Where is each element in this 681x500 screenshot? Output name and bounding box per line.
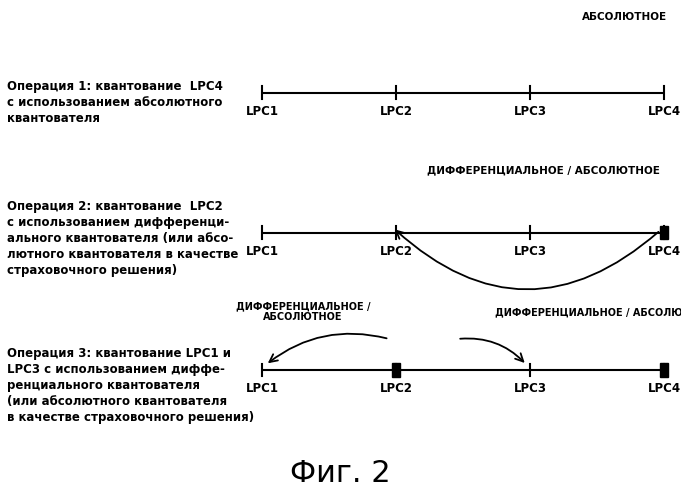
Text: ДИФФЕРЕНЦИАЛЬНОЕ /
АБСОЛЮТНОЕ: ДИФФЕРЕНЦИАЛЬНОЕ / АБСОЛЮТНОЕ	[236, 301, 370, 322]
Text: LPC4: LPC4	[648, 105, 680, 118]
FancyArrowPatch shape	[396, 230, 659, 290]
Text: LPC2: LPC2	[379, 382, 413, 395]
Text: Фиг. 2: Фиг. 2	[290, 458, 391, 488]
FancyArrowPatch shape	[460, 338, 523, 361]
Text: LPC4: LPC4	[648, 382, 680, 395]
Text: Операция 2: квантование  LPC2
с использованием дифференци-
ального квантователя : Операция 2: квантование LPC2 с использов…	[7, 200, 238, 277]
Text: LPC2: LPC2	[379, 244, 413, 258]
Text: ДИФФЕРЕНЦИАЛЬНОЕ / АБСОЛЮТНОЕ: ДИФФЕРЕНЦИАЛЬНОЕ / АБСОЛЮТНОЕ	[427, 165, 660, 175]
Text: LPC2: LPC2	[379, 105, 413, 118]
Text: LPC1: LPC1	[246, 244, 279, 258]
Text: АБСОЛЮТНОЕ: АБСОЛЮТНОЕ	[582, 12, 667, 22]
Text: LPC3: LPC3	[513, 105, 547, 118]
Bar	[660, 363, 668, 377]
Text: LPC4: LPC4	[648, 244, 680, 258]
Text: ДИФФЕРЕНЦИАЛЬНОЕ / АБСОЛЮТНОЕ: ДИФФЕРЕНЦИАЛЬНОЕ / АБСОЛЮТНОЕ	[495, 308, 681, 318]
Text: Операция 1: квантование  LPC4
с использованием абсолютного
квантователя: Операция 1: квантование LPC4 с использов…	[7, 80, 223, 125]
Text: Операция 3: квантование LPC1 и
LPC3 с использованием диффе-
ренциального квантов: Операция 3: квантование LPC1 и LPC3 с ис…	[7, 348, 254, 424]
Bar	[392, 363, 400, 377]
Text: LPC3: LPC3	[513, 244, 547, 258]
Bar	[660, 226, 668, 239]
FancyArrowPatch shape	[270, 334, 387, 362]
Text: LPC1: LPC1	[246, 105, 279, 118]
Text: LPC3: LPC3	[513, 382, 547, 395]
Text: LPC1: LPC1	[246, 382, 279, 395]
